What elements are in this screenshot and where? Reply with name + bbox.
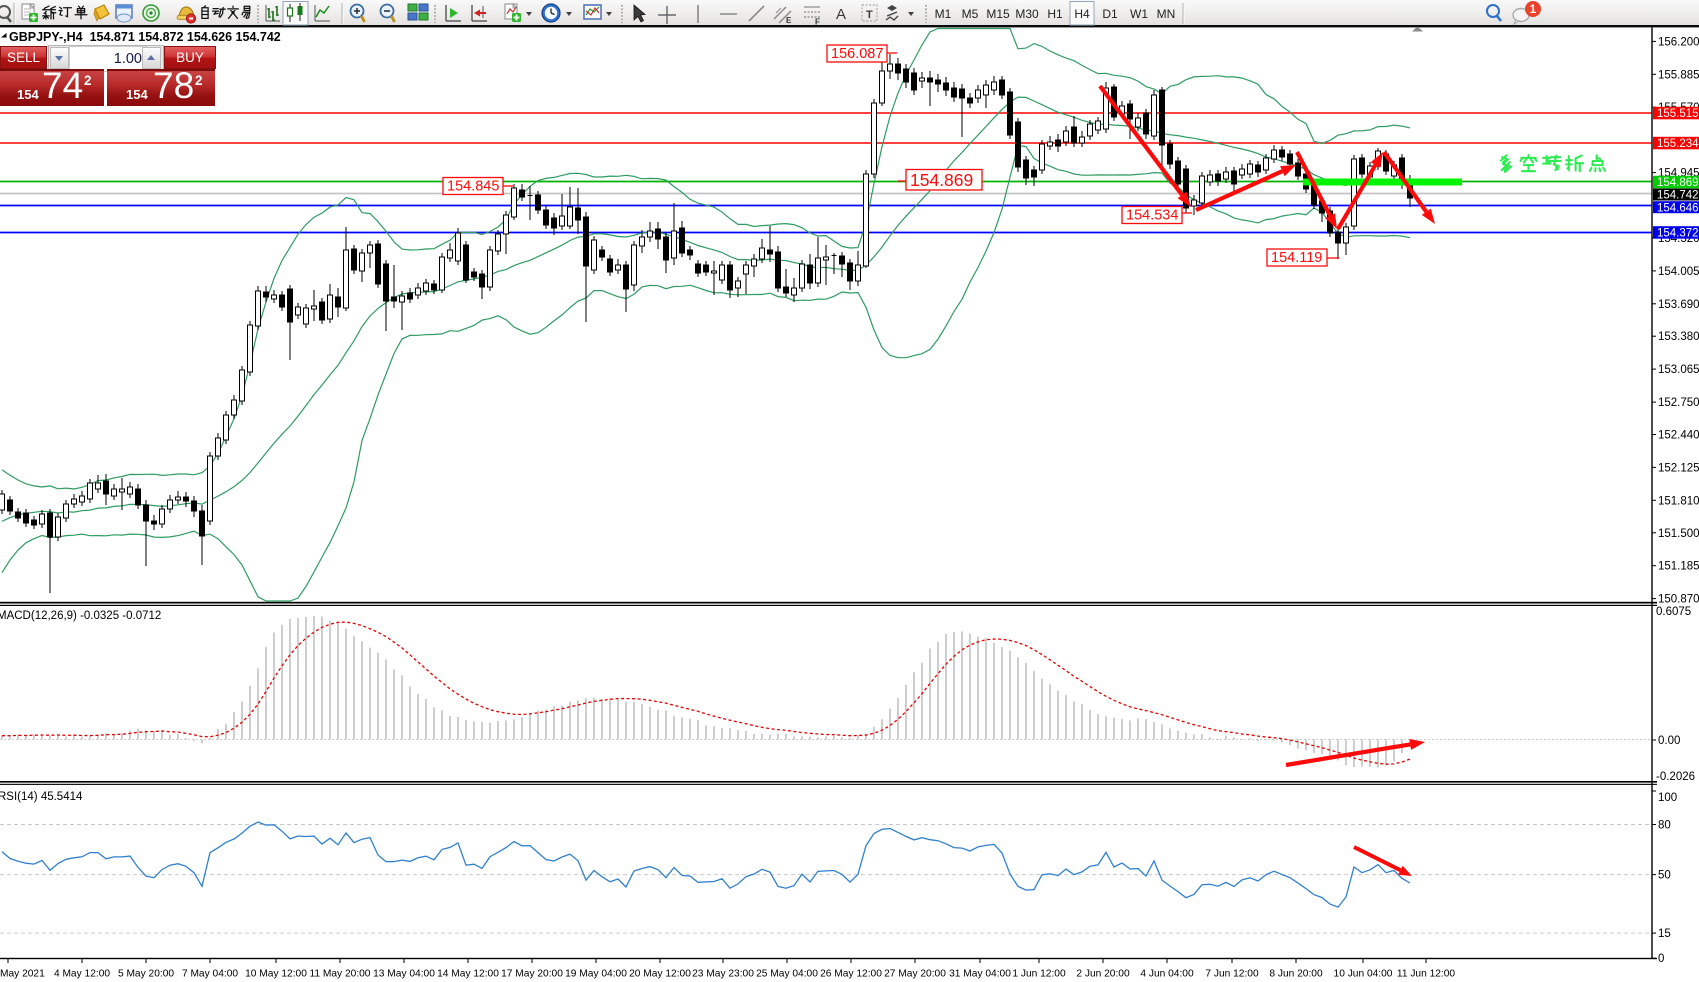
svg-text:19 May 04:00: 19 May 04:00: [565, 969, 627, 980]
svg-text:H1: H1: [1047, 7, 1063, 21]
svg-text:1: 1: [1530, 4, 1537, 16]
svg-text:1 Jun 12:00: 1 Jun 12:00: [1012, 969, 1066, 980]
svg-text:50: 50: [1658, 870, 1671, 882]
svg-text:7 Jun 12:00: 7 Jun 12:00: [1205, 969, 1259, 980]
svg-text:153.065: 153.065: [1658, 364, 1699, 376]
svg-text:155.885: 155.885: [1658, 69, 1699, 81]
svg-text:154.372: 154.372: [1657, 228, 1699, 240]
svg-text:7 May 04:00: 7 May 04:00: [182, 969, 238, 980]
svg-text:154.742: 154.742: [1657, 190, 1699, 202]
svg-text:M30: M30: [1015, 7, 1039, 21]
svg-text:153.690: 153.690: [1658, 299, 1699, 311]
svg-text:0: 0: [1658, 953, 1664, 965]
svg-text:151.500: 151.500: [1658, 528, 1699, 540]
svg-text:11 Jun 12:00: 11 Jun 12:00: [1397, 969, 1455, 980]
svg-text:153.380: 153.380: [1658, 331, 1699, 343]
svg-text:-0.2026: -0.2026: [1656, 771, 1695, 783]
svg-text:A: A: [836, 6, 846, 23]
svg-text:GBPJPY-,H4 154.871 154.872 15: GBPJPY-,H4 154.871 154.872 154.626 154.7…: [9, 30, 281, 44]
svg-text:152.750: 152.750: [1658, 397, 1699, 409]
svg-text:0.6075: 0.6075: [1656, 606, 1691, 618]
svg-text:150.870: 150.870: [1658, 594, 1699, 606]
svg-text:M1: M1: [935, 7, 952, 21]
svg-text:151.185: 151.185: [1658, 561, 1699, 573]
svg-text:152.125: 152.125: [1658, 462, 1699, 474]
svg-text:4 May 12:00: 4 May 12:00: [54, 969, 110, 980]
svg-text:E: E: [786, 16, 792, 25]
svg-text:10 May 12:00: 10 May 12:00: [245, 969, 307, 980]
svg-text:151.810: 151.810: [1658, 495, 1699, 507]
svg-text:154.534: 154.534: [1126, 208, 1178, 224]
svg-text:155.515: 155.515: [1657, 108, 1699, 120]
svg-text:31 May 04:00: 31 May 04:00: [949, 969, 1011, 980]
svg-text:100: 100: [1658, 792, 1677, 804]
svg-text:25 May 04:00: 25 May 04:00: [756, 969, 818, 980]
svg-text:W1: W1: [1130, 7, 1148, 21]
svg-text:0.00: 0.00: [1658, 735, 1680, 747]
svg-text:154.119: 154.119: [1271, 250, 1322, 266]
svg-text:11 May 20:00: 11 May 20:00: [310, 969, 371, 980]
svg-text:MACD(12,26,9) -0.0325 -0.0712: MACD(12,26,9) -0.0325 -0.0712: [0, 610, 161, 622]
svg-text:154.646: 154.646: [1657, 202, 1699, 214]
svg-text:23 May 23:00: 23 May 23:00: [692, 969, 754, 980]
svg-text:M15: M15: [986, 7, 1010, 21]
svg-text:4 Jun 04:00: 4 Jun 04:00: [1140, 969, 1194, 980]
svg-text:155.234: 155.234: [1657, 138, 1699, 150]
svg-text:14 May 12:00: 14 May 12:00: [437, 969, 499, 980]
svg-text:F: F: [815, 18, 820, 27]
svg-text:2 Jun 20:00: 2 Jun 20:00: [1076, 969, 1130, 980]
svg-text:20 May 12:00: 20 May 12:00: [629, 969, 691, 980]
svg-text:156.200: 156.200: [1658, 36, 1699, 48]
svg-text:27 May 20:00: 27 May 20:00: [884, 969, 946, 980]
svg-text:MN: MN: [1157, 7, 1176, 21]
svg-text:8 Jun 20:00: 8 Jun 20:00: [1269, 969, 1323, 980]
svg-text:17 May 20:00: 17 May 20:00: [501, 969, 563, 980]
svg-text:May 2021: May 2021: [0, 969, 45, 980]
svg-text:154.869: 154.869: [910, 170, 973, 190]
svg-text:T: T: [866, 9, 873, 21]
svg-text:D1: D1: [1102, 7, 1118, 21]
svg-text:13 May 04:00: 13 May 04:00: [373, 969, 435, 980]
svg-text:156.087: 156.087: [831, 46, 883, 62]
svg-text:152.440: 152.440: [1658, 430, 1699, 442]
svg-text:10 Jun 04:00: 10 Jun 04:00: [1334, 969, 1393, 980]
svg-text:80: 80: [1658, 820, 1671, 832]
svg-text:26 May 12:00: 26 May 12:00: [820, 969, 882, 980]
svg-text:154.005: 154.005: [1658, 266, 1699, 278]
svg-text:H4: H4: [1074, 7, 1090, 21]
svg-text:5 May 20:00: 5 May 20:00: [118, 969, 174, 980]
svg-text:15: 15: [1658, 928, 1671, 940]
svg-text:154.869: 154.869: [1657, 177, 1699, 189]
svg-text:M5: M5: [962, 7, 979, 21]
svg-text:RSI(14) 45.5414: RSI(14) 45.5414: [0, 791, 83, 803]
svg-text:154.845: 154.845: [447, 179, 499, 195]
